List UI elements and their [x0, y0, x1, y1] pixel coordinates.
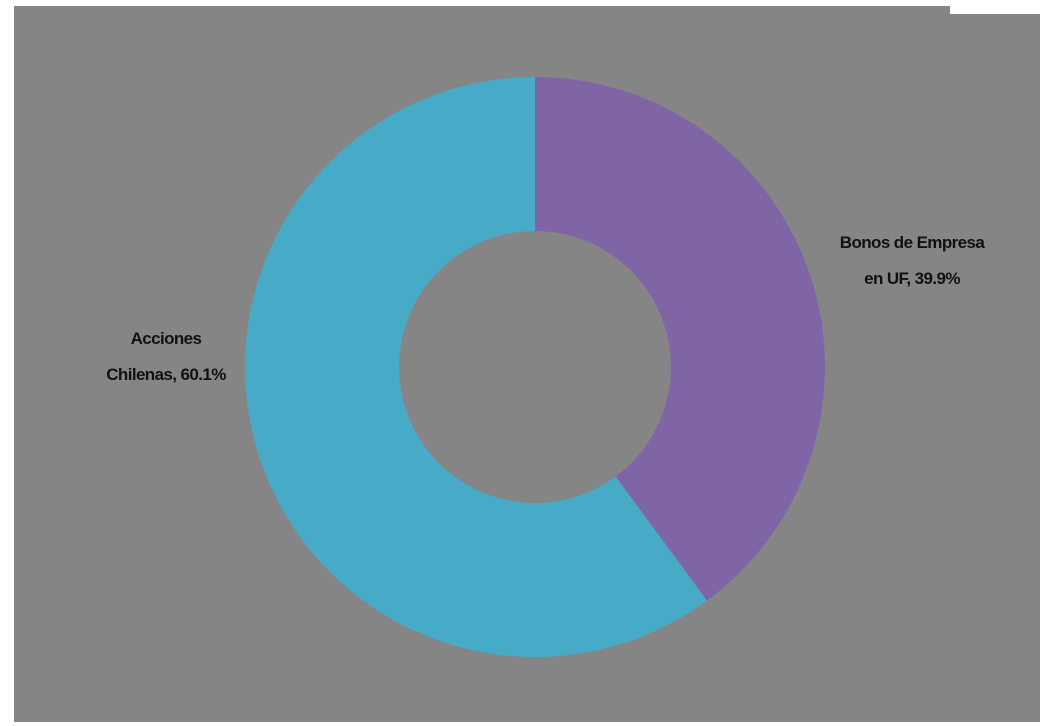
donut-slice-acciones: [244, 77, 707, 658]
donut-slice-bonos: [535, 77, 825, 601]
slice-label-bonos-line2: en UF, 39.9%: [864, 269, 960, 288]
slice-label-acciones-line2: Chilenas, 60.1%: [106, 365, 226, 384]
corner-gap: [950, 0, 1044, 14]
slice-label-bonos-line1: Bonos de Empresa: [840, 233, 986, 252]
donut-slices: [244, 77, 825, 658]
slice-label-acciones-line1: Acciones: [131, 329, 202, 348]
